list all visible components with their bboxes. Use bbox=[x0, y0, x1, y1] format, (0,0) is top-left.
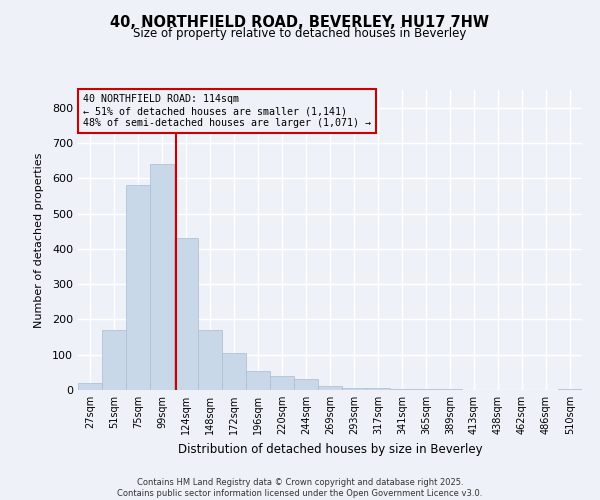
Text: Contains HM Land Registry data © Crown copyright and database right 2025.
Contai: Contains HM Land Registry data © Crown c… bbox=[118, 478, 482, 498]
Bar bbox=[78, 383, 102, 390]
Bar bbox=[318, 386, 342, 390]
Bar bbox=[342, 388, 366, 390]
Bar bbox=[366, 388, 390, 390]
Text: 40, NORTHFIELD ROAD, BEVERLEY, HU17 7HW: 40, NORTHFIELD ROAD, BEVERLEY, HU17 7HW bbox=[110, 15, 490, 30]
X-axis label: Distribution of detached houses by size in Beverley: Distribution of detached houses by size … bbox=[178, 442, 482, 456]
Bar bbox=[246, 370, 270, 390]
Bar bbox=[270, 376, 294, 390]
Bar bbox=[222, 353, 246, 390]
Y-axis label: Number of detached properties: Number of detached properties bbox=[34, 152, 44, 328]
Bar bbox=[150, 164, 174, 390]
Bar bbox=[102, 330, 126, 390]
Bar bbox=[174, 238, 198, 390]
Bar bbox=[558, 389, 582, 390]
Bar bbox=[126, 186, 150, 390]
Text: Size of property relative to detached houses in Beverley: Size of property relative to detached ho… bbox=[133, 28, 467, 40]
Text: 40 NORTHFIELD ROAD: 114sqm
← 51% of detached houses are smaller (1,141)
48% of s: 40 NORTHFIELD ROAD: 114sqm ← 51% of deta… bbox=[83, 94, 371, 128]
Bar bbox=[198, 330, 222, 390]
Bar bbox=[294, 380, 318, 390]
